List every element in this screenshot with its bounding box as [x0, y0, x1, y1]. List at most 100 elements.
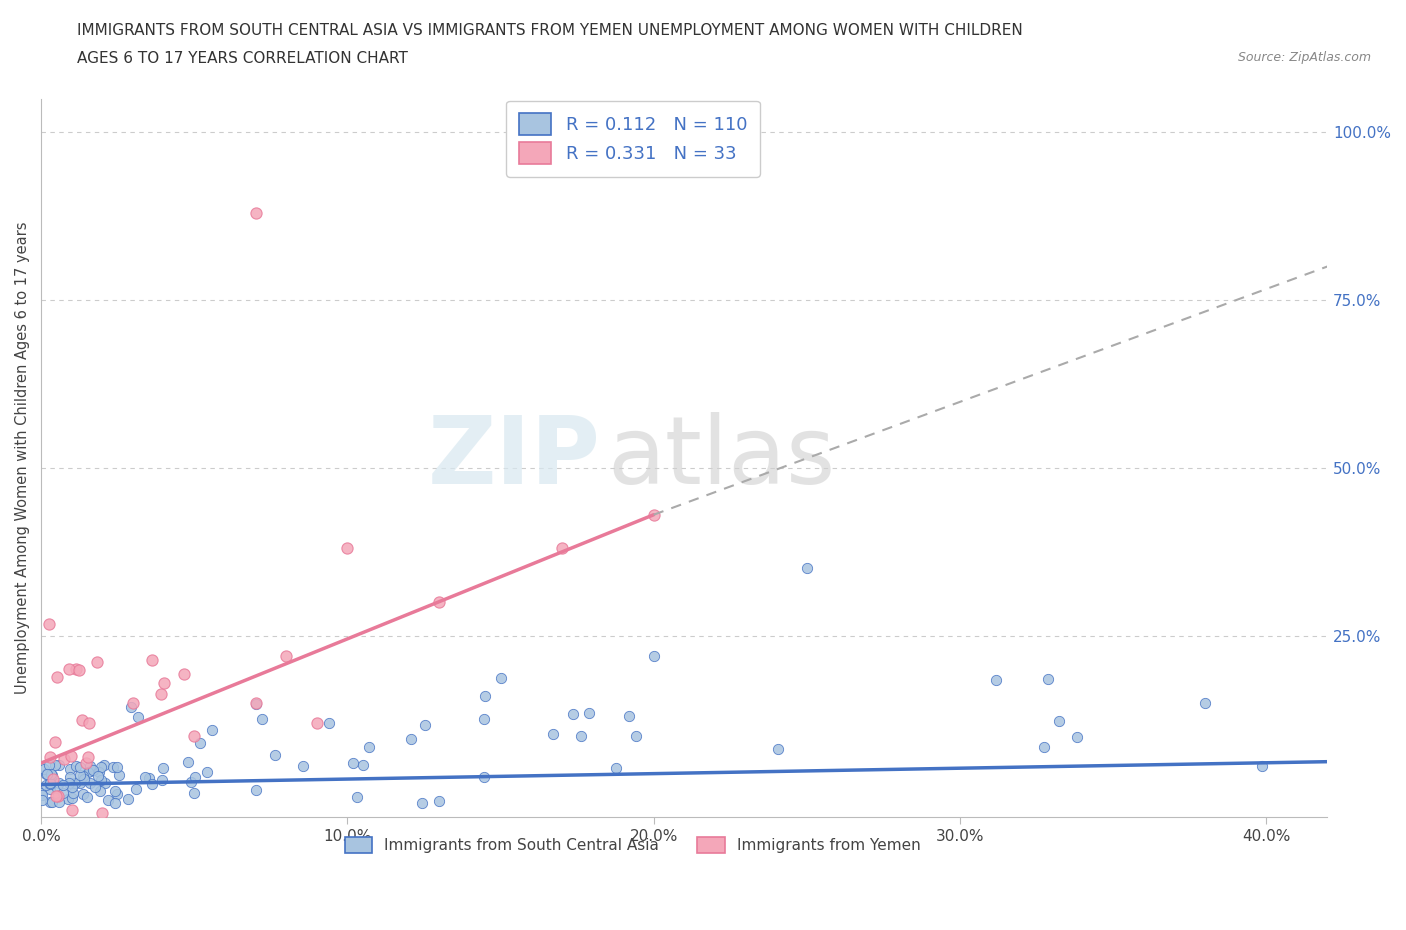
Point: [245, 782, 267, 797]
Text: ZIP: ZIP: [427, 412, 600, 504]
Point: [984, 673, 1007, 688]
Point: [32, 762, 55, 777]
Point: [252, 711, 274, 726]
Text: atlas: atlas: [607, 412, 835, 504]
Point: [35, 778, 58, 793]
Point: [62, 786, 84, 801]
Point: [48, 776, 70, 790]
Point: [541, 726, 564, 741]
Point: [104, 784, 127, 799]
Point: [1033, 740, 1056, 755]
Point: [1194, 696, 1216, 711]
Point: [245, 206, 267, 220]
Point: [105, 787, 128, 802]
Point: [59, 770, 82, 785]
Point: [474, 689, 496, 704]
Point: [52, 777, 75, 792]
Point: [263, 748, 285, 763]
Point: [183, 729, 205, 744]
Point: [65, 759, 87, 774]
Point: [643, 648, 665, 663]
Point: [86, 655, 108, 670]
Point: [38, 758, 60, 773]
Point: [46, 789, 69, 804]
Point: [201, 723, 224, 737]
Point: [122, 696, 145, 711]
Point: [60, 749, 83, 764]
Point: [42, 772, 65, 787]
Point: [90, 759, 112, 774]
Point: [472, 769, 495, 784]
Point: [89, 783, 111, 798]
Point: [768, 741, 790, 756]
Point: [72, 768, 94, 783]
Point: [152, 760, 174, 775]
Point: [120, 699, 142, 714]
Point: [45, 789, 67, 804]
Point: [38, 794, 60, 809]
Point: [643, 507, 665, 522]
Point: [37, 766, 59, 781]
Point: [1036, 671, 1059, 686]
Point: [31, 792, 53, 807]
Point: [551, 541, 574, 556]
Point: [624, 728, 647, 743]
Point: [562, 707, 585, 722]
Point: [150, 773, 173, 788]
Point: [45, 670, 67, 684]
Point: [39, 767, 62, 782]
Legend: Immigrants from South Central Asia, Immigrants from Yemen: Immigrants from South Central Asia, Immi…: [339, 831, 927, 859]
Point: [97, 793, 120, 808]
Point: [427, 594, 450, 609]
Point: [41, 767, 63, 782]
Point: [173, 667, 195, 682]
Point: [76, 790, 98, 804]
Point: [411, 796, 433, 811]
Point: [413, 717, 436, 732]
Point: [69, 759, 91, 774]
Point: [489, 671, 512, 685]
Point: [183, 770, 205, 785]
Point: [245, 696, 267, 711]
Point: [35, 767, 58, 782]
Text: Source: ZipAtlas.com: Source: ZipAtlas.com: [1237, 51, 1371, 64]
Point: [60, 790, 83, 805]
Point: [276, 648, 298, 663]
Point: [90, 773, 112, 788]
Point: [197, 764, 219, 779]
Point: [127, 710, 149, 724]
Point: [177, 754, 200, 769]
Point: [38, 775, 60, 790]
Point: [65, 775, 87, 790]
Point: [117, 792, 139, 807]
Point: [41, 795, 63, 810]
Point: [59, 762, 82, 777]
Point: [75, 755, 97, 770]
Point: [245, 697, 267, 711]
Point: [93, 758, 115, 773]
Point: [149, 687, 172, 702]
Point: [346, 790, 368, 804]
Point: [79, 776, 101, 790]
Point: [569, 728, 592, 743]
Point: [39, 750, 62, 764]
Point: [336, 541, 359, 556]
Point: [188, 735, 211, 750]
Point: [58, 661, 80, 676]
Point: [39, 782, 62, 797]
Point: [141, 653, 163, 668]
Point: [352, 757, 374, 772]
Point: [427, 793, 450, 808]
Point: [70, 712, 93, 727]
Point: [108, 767, 131, 782]
Y-axis label: Unemployment Among Women with Children Ages 6 to 17 years: Unemployment Among Women with Children A…: [15, 221, 30, 694]
Point: [93, 776, 115, 790]
Point: [101, 760, 124, 775]
Point: [318, 716, 340, 731]
Point: [1251, 759, 1274, 774]
Point: [87, 768, 110, 783]
Point: [134, 770, 156, 785]
Point: [605, 760, 627, 775]
Point: [1066, 729, 1088, 744]
Point: [401, 732, 423, 747]
